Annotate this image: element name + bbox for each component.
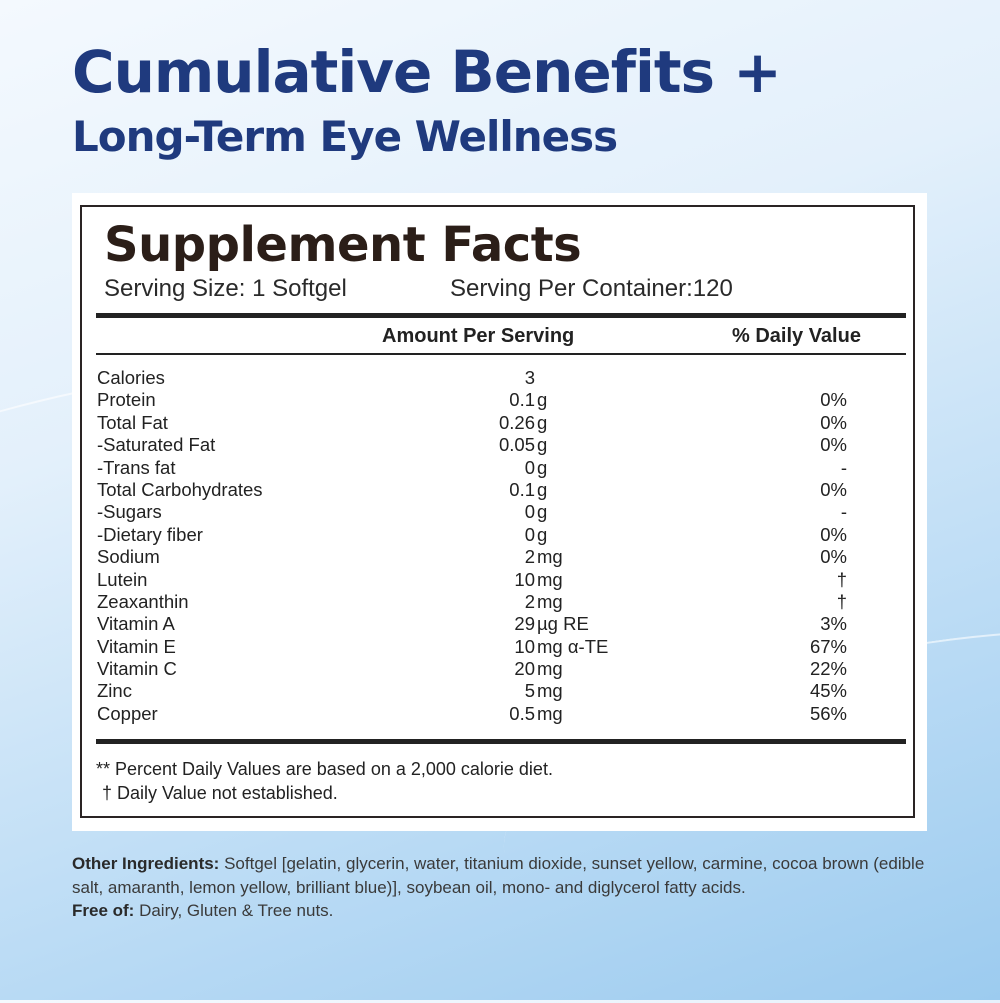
amount-value: 0 bbox=[524, 501, 535, 523]
nutrient-name: -Saturated Fat bbox=[97, 434, 216, 456]
amount-value: 5 bbox=[524, 680, 535, 702]
nutrient-row: Calories 3 bbox=[97, 367, 907, 389]
daily-value: - bbox=[840, 501, 847, 523]
amount-unit: g bbox=[537, 501, 548, 523]
headline-line2: Long-Term Eye Wellness bbox=[72, 112, 618, 161]
nutrient-row: -Dietary fiber 0 g 0% bbox=[97, 524, 907, 546]
amount-value: 0.1 bbox=[509, 478, 535, 500]
footnote-daily-values: ** Percent Daily Values are based on a 2… bbox=[96, 759, 553, 779]
nutrient-row: Copper 0.5 mg 56% bbox=[97, 703, 907, 725]
daily-value: † bbox=[836, 568, 847, 590]
daily-value: 45% bbox=[809, 680, 847, 702]
amount-unit: g bbox=[537, 434, 548, 456]
nutrient-name: Vitamin E bbox=[97, 635, 176, 657]
amount-unit: mg bbox=[537, 590, 563, 612]
nutrient-name: Total Fat bbox=[97, 411, 168, 433]
amount-unit: g bbox=[537, 456, 548, 478]
thin-divider bbox=[96, 353, 906, 355]
daily-value-header: % Daily Value bbox=[732, 325, 861, 347]
amount-value: 0.5 bbox=[509, 702, 535, 724]
nutrient-name: Total Carbohydrates bbox=[97, 478, 263, 500]
amount-value: 0.26 bbox=[498, 411, 535, 433]
nutrient-row: -Sugars 0 g - bbox=[97, 501, 907, 523]
nutrient-name: Zeaxanthin bbox=[97, 590, 189, 612]
amount-value: 29 bbox=[514, 613, 535, 635]
thick-divider bbox=[96, 313, 906, 318]
nutrient-row: Zeaxanthin 2 mg † bbox=[97, 591, 907, 613]
facts-heading: Supplement Facts bbox=[104, 217, 582, 273]
daily-value: 56% bbox=[809, 702, 847, 724]
amount-unit: mg bbox=[537, 702, 563, 724]
nutrient-name: Vitamin A bbox=[97, 613, 175, 635]
nutrient-name: -Dietary fiber bbox=[97, 523, 203, 545]
daily-value: 0% bbox=[820, 478, 847, 500]
nutrient-row: -Trans fat 0 g - bbox=[97, 457, 907, 479]
nutrient-table: Calories 3 Protein 0.1 g 0% Total Fat 0.26 g 0% -S… bbox=[97, 367, 907, 725]
amount-unit: g bbox=[537, 478, 548, 500]
thick-divider-bottom bbox=[96, 739, 906, 744]
ingredients-text: Softgel [gelatin, glycerin, water, titan… bbox=[72, 854, 925, 897]
nutrient-row: Vitamin C 20 mg 22% bbox=[97, 658, 907, 680]
daily-value: 22% bbox=[809, 658, 847, 680]
ingredients-label: Other Ingredients: bbox=[72, 854, 220, 873]
amount-value: 2 bbox=[524, 546, 535, 568]
amount-unit: mg bbox=[537, 568, 563, 590]
serving-size: Serving Size: 1 Softgel bbox=[104, 275, 347, 302]
nutrient-name: Copper bbox=[97, 702, 158, 724]
servings-per-container: Serving Per Container:120 bbox=[450, 275, 733, 302]
amount-value: 10 bbox=[514, 568, 535, 590]
daily-value: 3% bbox=[820, 613, 847, 635]
amount-value: 0.05 bbox=[498, 434, 535, 456]
daily-value: - bbox=[840, 456, 847, 478]
amount-unit: mg bbox=[537, 680, 563, 702]
nutrient-row: Total Carbohydrates 0.1 g 0% bbox=[97, 479, 907, 501]
amount-unit: µg RE bbox=[537, 613, 589, 635]
amount-value: 0.1 bbox=[509, 389, 535, 411]
nutrient-name: -Trans fat bbox=[97, 456, 176, 478]
nutrient-name: Vitamin C bbox=[97, 658, 177, 680]
nutrient-name: Zinc bbox=[97, 680, 132, 702]
daily-value: 0% bbox=[820, 434, 847, 456]
daily-value: † bbox=[836, 590, 847, 612]
amount-unit: mg α-TE bbox=[537, 635, 609, 657]
amount-unit: mg bbox=[537, 658, 563, 680]
amount-unit: g bbox=[537, 523, 548, 545]
headline-line1: Cumulative Benefits + bbox=[72, 38, 782, 106]
amount-value: 20 bbox=[514, 658, 535, 680]
amount-unit: g bbox=[537, 389, 548, 411]
amount-value: 10 bbox=[514, 635, 535, 657]
free-of-label: Free of: bbox=[72, 901, 135, 920]
daily-value: 0% bbox=[820, 546, 847, 568]
supplement-facts-box: Supplement Facts Serving Size: 1 Softgel… bbox=[80, 205, 915, 818]
nutrient-row: Vitamin A 29 µg RE 3% bbox=[97, 613, 907, 635]
nutrient-name: Calories bbox=[97, 367, 165, 388]
amount-value: 0 bbox=[524, 523, 535, 545]
nutrient-name: Sodium bbox=[97, 546, 160, 568]
daily-value: 0% bbox=[820, 411, 847, 433]
nutrient-name: Lutein bbox=[97, 568, 148, 590]
nutrient-name: Protein bbox=[97, 389, 156, 411]
daily-value: 0% bbox=[820, 523, 847, 545]
nutrient-row: Lutein 10 mg † bbox=[97, 569, 907, 591]
amount-unit: mg bbox=[537, 546, 563, 568]
free-of-text: Dairy, Gluten & Tree nuts. bbox=[134, 901, 334, 920]
footnote-dagger: † Daily Value not established. bbox=[102, 783, 338, 803]
supplement-facts-panel: Supplement Facts Serving Size: 1 Softgel… bbox=[72, 193, 927, 831]
amount-value: 2 bbox=[524, 590, 535, 612]
nutrient-row: Protein 0.1 g 0% bbox=[97, 389, 907, 411]
amount-value: 0 bbox=[524, 456, 535, 478]
daily-value: 0% bbox=[820, 389, 847, 411]
nutrient-row: Total Fat 0.26 g 0% bbox=[97, 412, 907, 434]
amount-value: 3 bbox=[524, 367, 535, 388]
amount-header: Amount Per Serving bbox=[382, 325, 575, 347]
nutrient-row: Vitamin E 10 mg α-TE 67% bbox=[97, 636, 907, 658]
nutrient-name: -Sugars bbox=[97, 501, 162, 523]
daily-value: 67% bbox=[809, 635, 847, 657]
nutrient-row: -Saturated Fat 0.05 g 0% bbox=[97, 434, 907, 456]
nutrient-row: Sodium 2 mg 0% bbox=[97, 546, 907, 568]
other-ingredients: Other Ingredients: Softgel [gelatin, gly… bbox=[72, 852, 952, 923]
amount-unit: g bbox=[537, 411, 548, 433]
nutrient-row: Zinc 5 mg 45% bbox=[97, 680, 907, 702]
